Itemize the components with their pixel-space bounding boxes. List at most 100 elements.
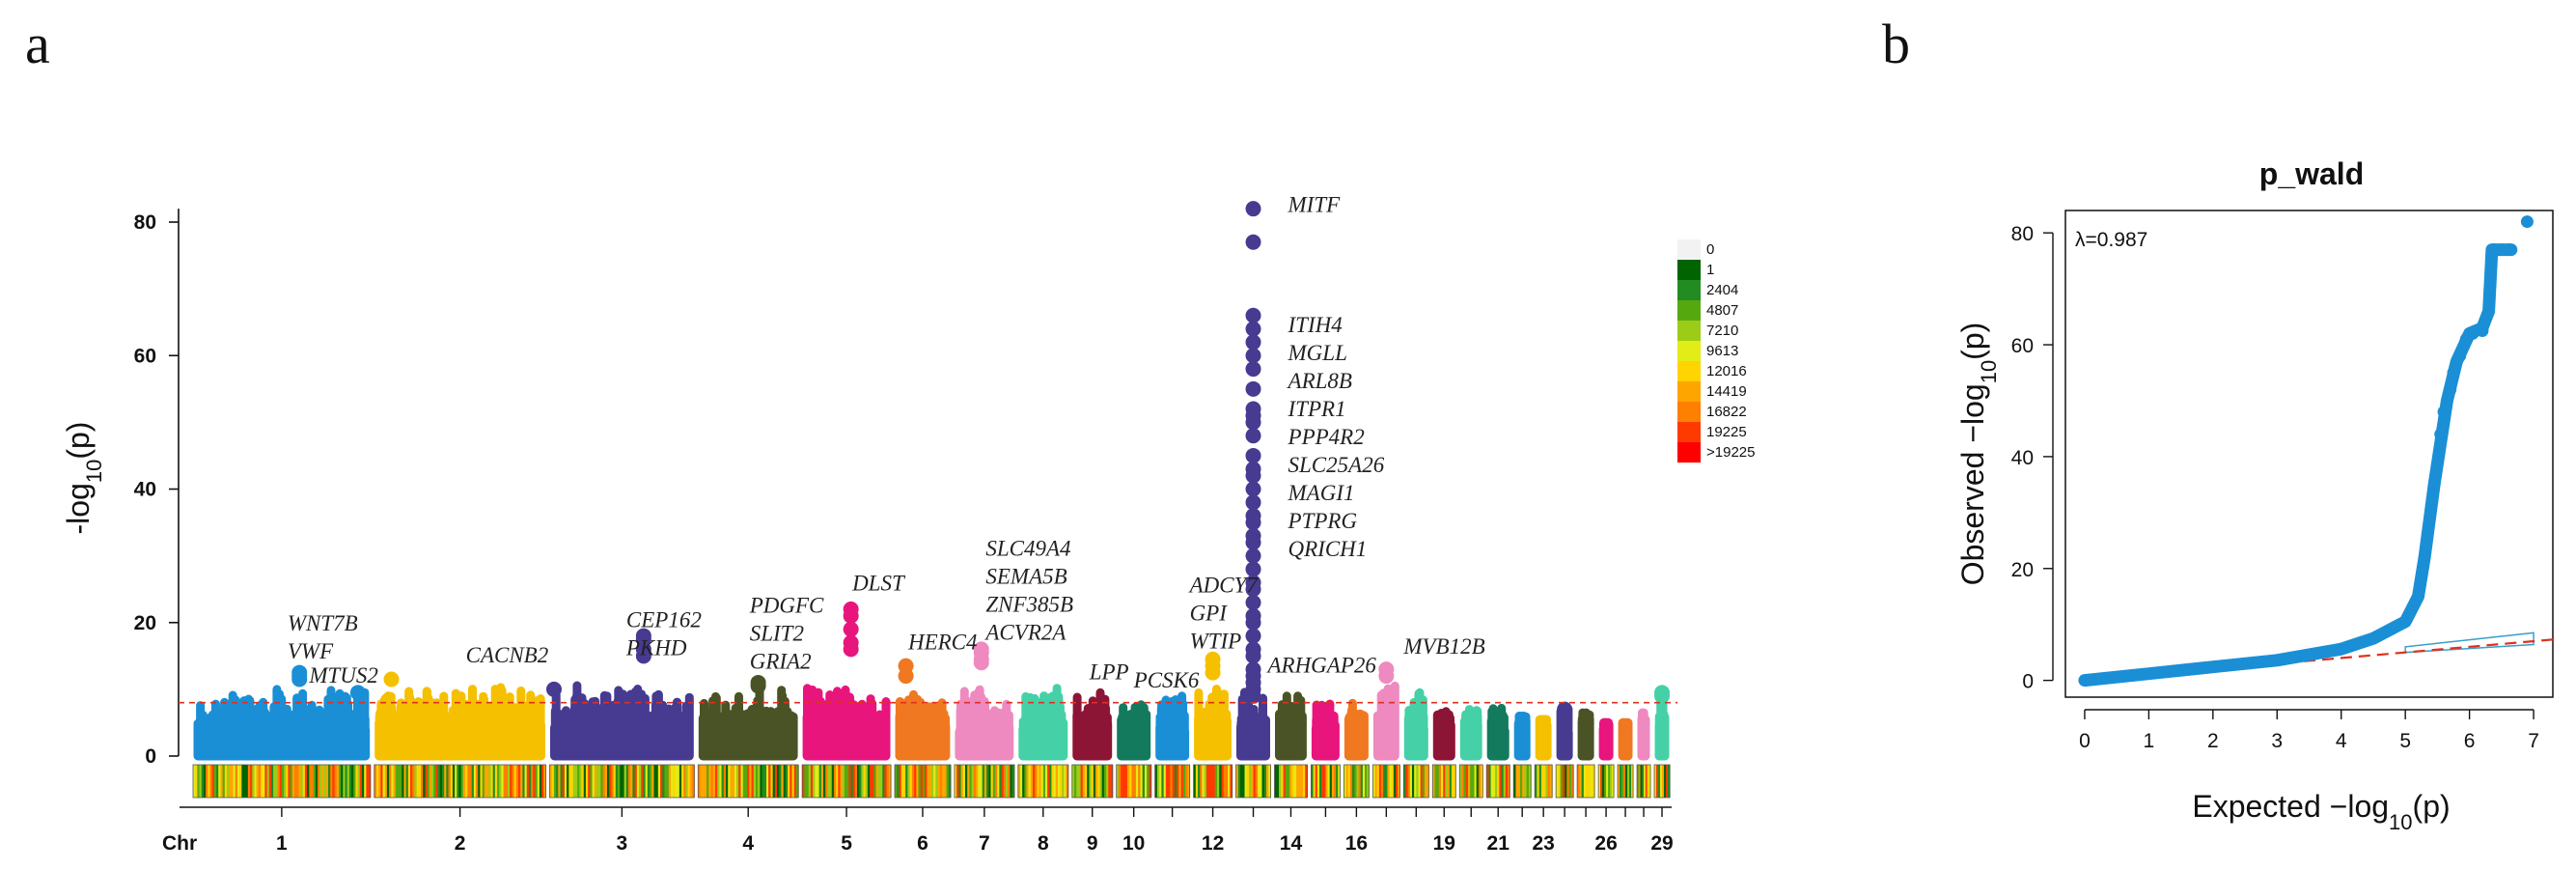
manhattan-y-tick-label: 60 (134, 345, 156, 367)
chr-tick-label: 5 (841, 832, 852, 855)
density-cell (1478, 765, 1482, 798)
density-cell (435, 765, 439, 798)
density-cell (1242, 765, 1246, 798)
density-cell (1204, 765, 1207, 798)
density-cell (235, 765, 238, 798)
chr13-snp-point (1245, 515, 1261, 531)
density-cell (967, 765, 970, 798)
chr13-snp-point (1245, 414, 1261, 431)
chr13-snp-point (1245, 307, 1261, 323)
density-cell (1497, 765, 1500, 798)
density-cell (1356, 765, 1360, 798)
density-cell (1087, 765, 1091, 798)
density-cell (753, 765, 757, 798)
density-cell (1664, 765, 1667, 798)
gene-label: ARL8B (1287, 369, 1352, 393)
density-cell (1610, 765, 1613, 798)
density-cell (1080, 765, 1084, 798)
density-cell (927, 765, 930, 798)
density-cell (1562, 765, 1565, 798)
density-cell (522, 765, 526, 798)
density-cell (1268, 765, 1272, 798)
qq-point (2476, 324, 2489, 338)
density-cell (939, 765, 943, 798)
density-cell (617, 765, 621, 798)
density-outline (1555, 764, 1574, 799)
density-cell (254, 765, 258, 798)
chr5-snp-point (843, 641, 859, 658)
gene-label: LPP (1089, 660, 1129, 685)
chr-tick-label: 29 (1650, 832, 1673, 855)
density-cell (486, 765, 489, 798)
density-cell (1336, 765, 1339, 798)
density-cell (1329, 765, 1333, 798)
qq-band-outline (2404, 631, 2534, 654)
density-cell (909, 765, 913, 798)
density-cell (439, 765, 443, 798)
density-cell (290, 765, 293, 798)
density-cell (302, 765, 306, 798)
density-cell (1071, 765, 1075, 798)
density-cell (1372, 765, 1376, 798)
density-cell (1276, 765, 1280, 798)
density-cell (309, 765, 313, 798)
legend-swatch (1677, 442, 1701, 463)
density-cell (384, 765, 388, 798)
gene-label: VWF (288, 639, 334, 663)
density-cell (829, 765, 833, 798)
qq-x-label: Expected −log10(p) (2192, 789, 2450, 834)
density-cell (1298, 765, 1302, 798)
density-cell (706, 765, 709, 798)
density-outline (1512, 764, 1532, 799)
density-cell (193, 765, 196, 798)
density-cell (1472, 765, 1476, 798)
density-cell (645, 765, 649, 798)
density-cell (1202, 765, 1205, 798)
manhattan-y-tick-label: 80 (134, 211, 156, 234)
chr-tick-label: 23 (1532, 832, 1554, 855)
qq-x-tick-label: 7 (2528, 730, 2539, 752)
density-cell (375, 765, 379, 798)
chr3-snp-point (635, 648, 651, 664)
density-cell (1035, 765, 1038, 798)
density-cell (353, 765, 357, 798)
density-cell (1441, 765, 1444, 798)
density-outline (1311, 764, 1341, 799)
density-cell (441, 765, 445, 798)
density-cell (263, 765, 265, 798)
density-cell (1494, 765, 1498, 798)
density-cell (1432, 765, 1436, 798)
manhattan-y-axis: 0 20 40 60 80 (134, 209, 180, 768)
gene-label: CACNB2 (466, 643, 549, 667)
density-cell (1283, 765, 1287, 798)
legend-swatch (1677, 381, 1701, 402)
density-cell (622, 765, 625, 798)
density-cell (880, 765, 883, 798)
density-cell (1040, 765, 1044, 798)
density-cell (1122, 765, 1126, 798)
density-outline (192, 764, 372, 799)
density-cell (664, 765, 668, 798)
density-cell (623, 765, 627, 798)
chr1-snp-point (291, 671, 308, 688)
density-cell (1135, 765, 1139, 798)
density-cell (1140, 765, 1144, 798)
density-cell (1008, 765, 1011, 798)
density-cell (600, 765, 604, 798)
density-cell (1492, 765, 1496, 798)
density-cell (1103, 765, 1107, 798)
density-cell (1121, 765, 1124, 798)
density-cell (1461, 765, 1465, 798)
density-cell (393, 765, 397, 798)
density-cell (416, 765, 420, 798)
density-cell (1185, 765, 1188, 798)
density-cell (1331, 765, 1335, 798)
gene-label: DLST (851, 572, 906, 596)
chromosome-5-points (802, 684, 891, 761)
density-cell (650, 765, 652, 798)
legend-swatch (1677, 361, 1701, 381)
density-cell (327, 765, 331, 798)
density-cell (726, 765, 729, 798)
chromosome-7-points (955, 685, 1014, 761)
